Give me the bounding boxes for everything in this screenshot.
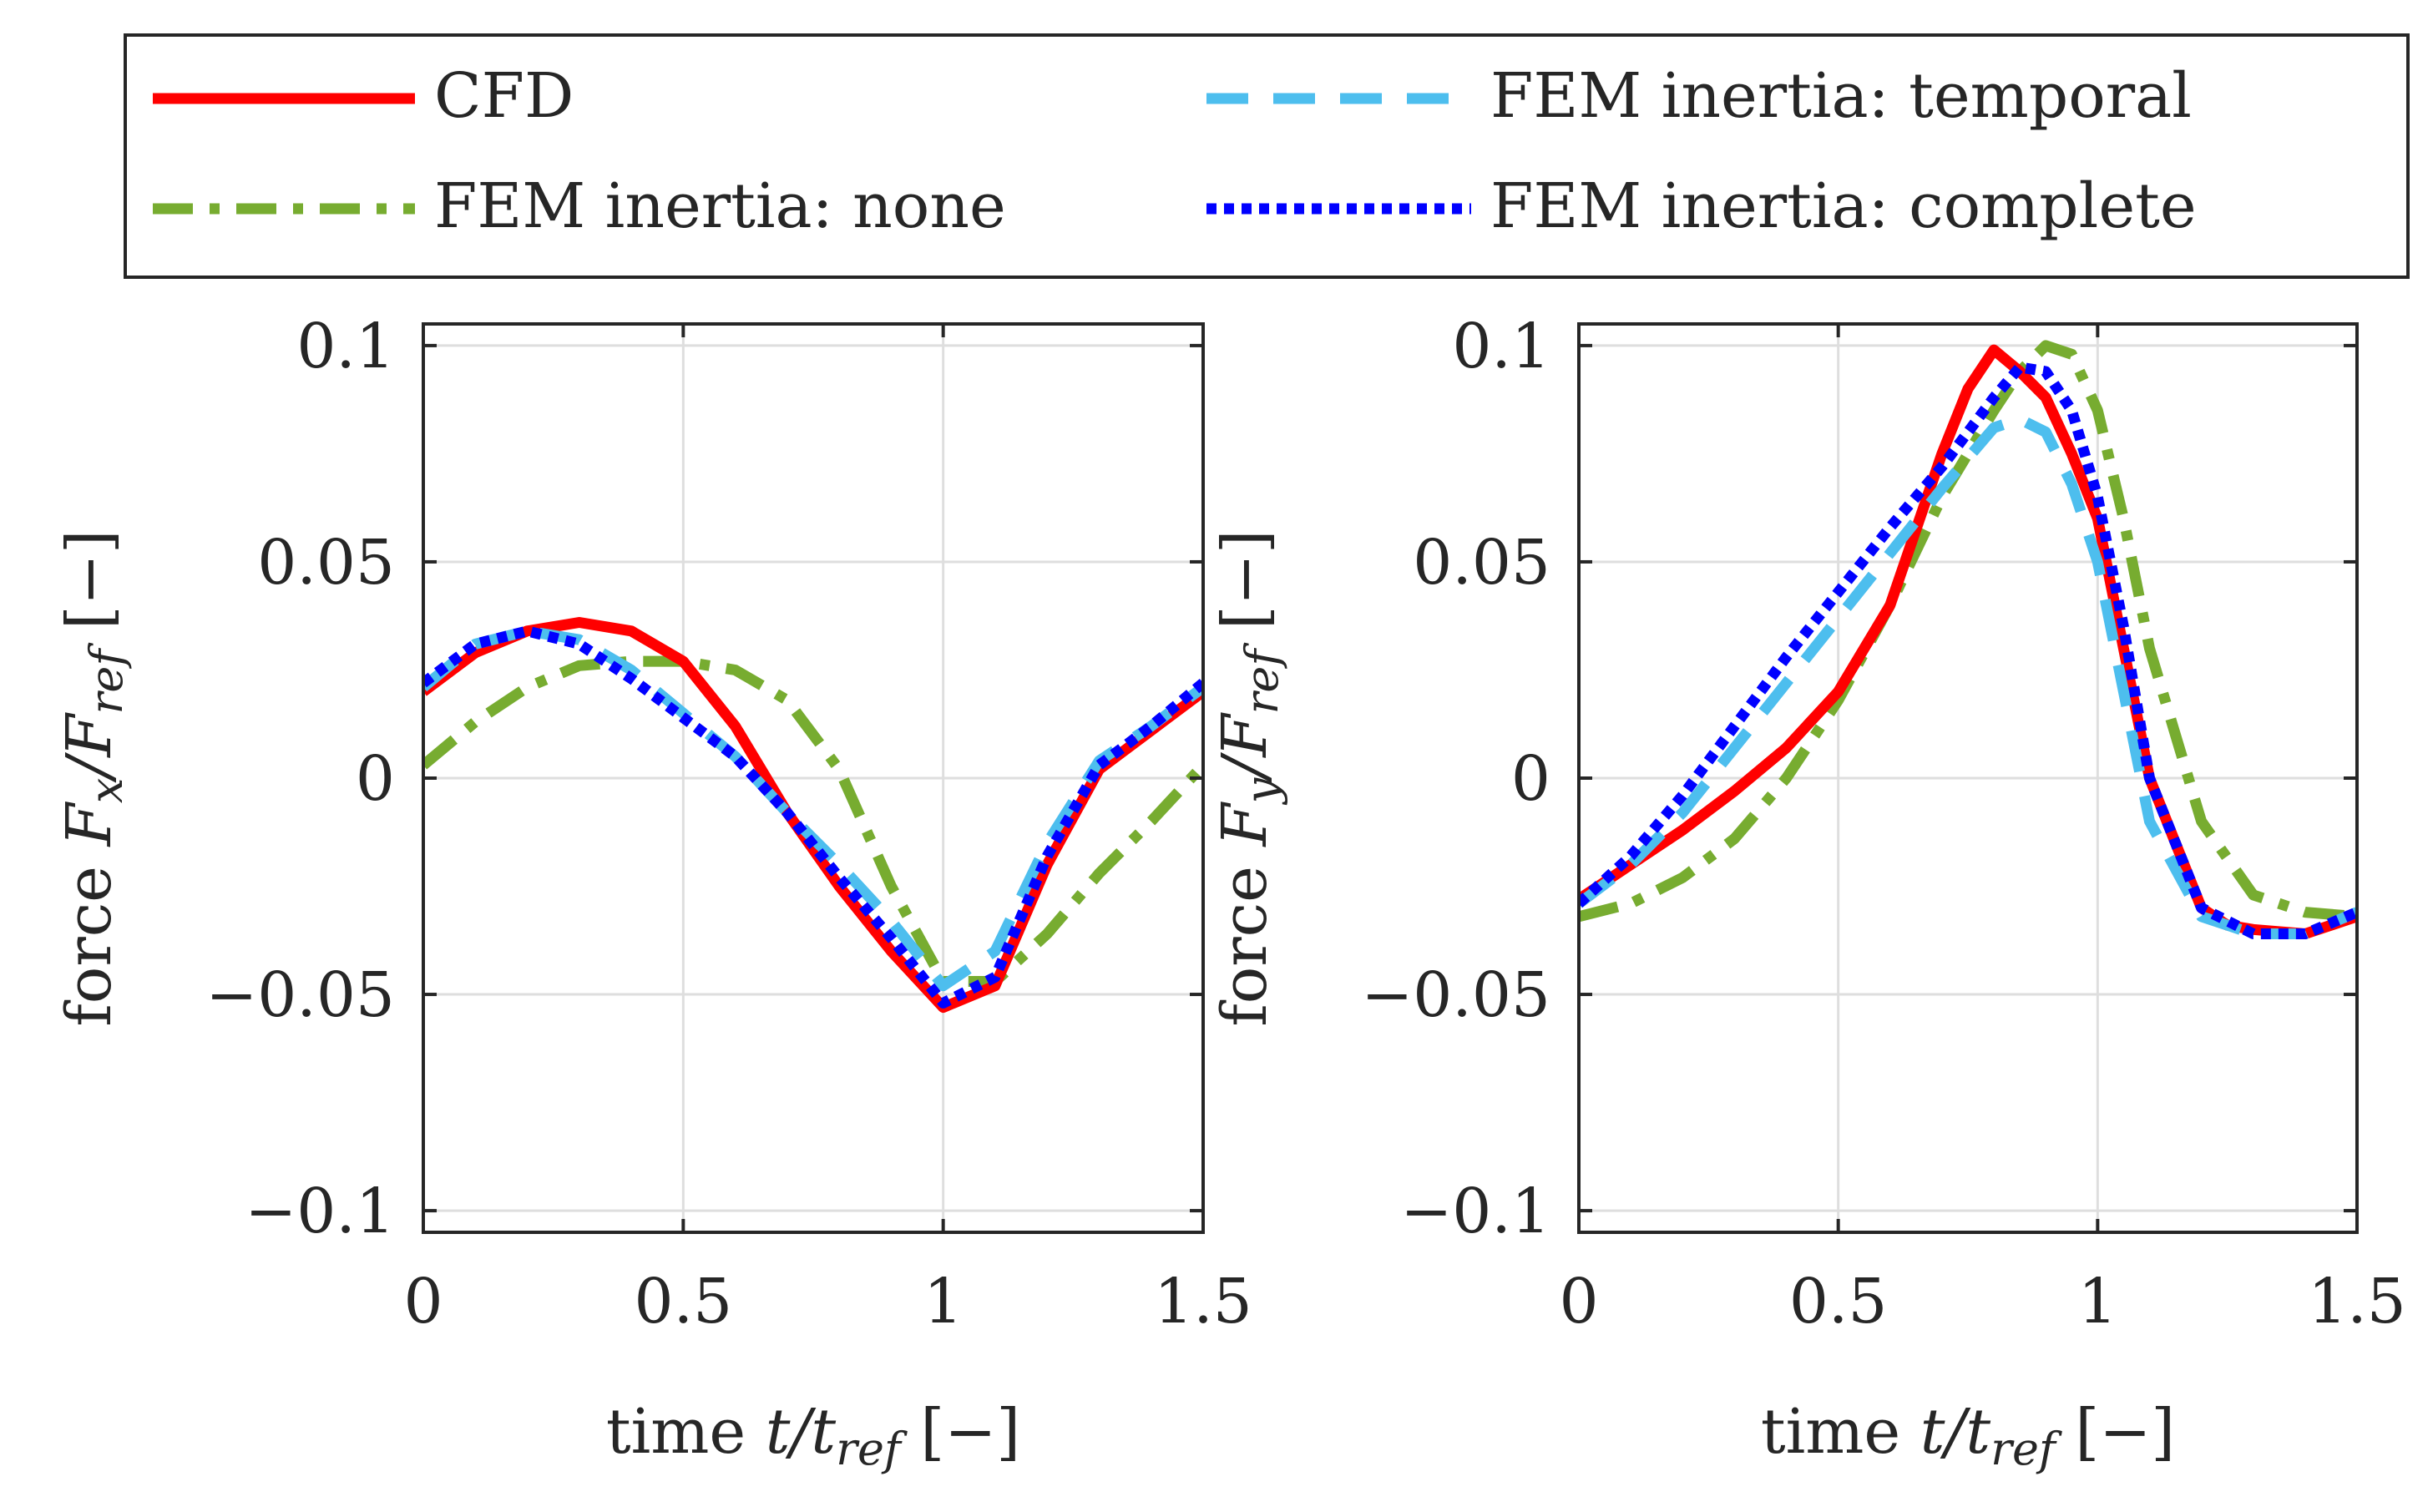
fy-xlabel-main: time xyxy=(1761,1396,1920,1468)
fx-y-tick-label: −0.1 xyxy=(245,1176,395,1247)
fy-ylabel-unit: [−] xyxy=(1209,529,1281,649)
fx-series-fem-inertia-complete xyxy=(423,625,1203,1009)
fx-xlabel-sub: ref xyxy=(836,1423,908,1475)
fy-xlabel-sub: ref xyxy=(1990,1423,2062,1475)
fx-x-tick-label: 0 xyxy=(403,1266,443,1338)
legend-label-temporal: FEM inertia: temporal xyxy=(1490,60,2192,132)
fy-ylabel-sub2: ref xyxy=(1236,643,1288,715)
fy-ylabel-main: force xyxy=(1209,847,1281,1027)
fy-x-tick-label: 1.5 xyxy=(2308,1266,2406,1338)
fy-ylabel-var2: /F xyxy=(1209,712,1281,783)
fx-x-axis-label: time t/tref [−] xyxy=(606,1396,1020,1475)
fy-xlabel-unit: [−] xyxy=(2056,1396,2175,1468)
fx-ylabel-main: force xyxy=(53,847,125,1027)
fy-series-fem-inertia-complete xyxy=(1579,362,2357,939)
legend-label-none: FEM inertia: none xyxy=(434,170,1006,242)
fy-ticks xyxy=(1577,324,2359,1232)
fx-ylabel-unit: [−] xyxy=(53,529,125,649)
fy-y-tick-label: 0.05 xyxy=(1413,527,1550,599)
fx-x-tick-label: 1.5 xyxy=(1154,1266,1252,1338)
fx-ylabel-var2: /F xyxy=(53,712,125,783)
legend-box xyxy=(124,33,2410,279)
fy-x-tick-labels: 0 0.5 1 1.5 xyxy=(1559,1266,2405,1338)
fx-y-tick-label: 0.05 xyxy=(257,527,395,599)
legend-label-complete: FEM inertia: complete xyxy=(1490,170,2197,242)
fy-y-axis-label: force Fy/Fref [−] xyxy=(1209,529,1288,1026)
fx-ylabel-sub2: ref xyxy=(80,643,133,715)
fy-x-axis-label: time t/tref [−] xyxy=(1761,1396,2175,1475)
fy-y-tick-label: −0.1 xyxy=(1400,1176,1550,1247)
fx-xlabel-main: time xyxy=(606,1396,766,1468)
fy-ylabel-varsub: y xyxy=(1236,776,1288,805)
fx-y-tick-label: 0 xyxy=(356,743,395,815)
fx-series-group xyxy=(423,617,1203,1014)
fy-series-fem-inertia-temporal xyxy=(1579,413,2357,939)
fx-series-fem-inertia-none xyxy=(423,655,1203,987)
fy-xlabel-var: t/t xyxy=(1920,1396,1991,1468)
fx-series-cfd xyxy=(423,617,1203,1014)
fx-x-tick-label: 0.5 xyxy=(634,1266,732,1338)
fx-xlabel-unit: [−] xyxy=(901,1396,1020,1468)
fx-y-tick-label: 0.1 xyxy=(296,311,395,382)
fx-x-tick-labels: 0 0.5 1 1.5 xyxy=(403,1266,1252,1338)
fy-y-tick-label: 0 xyxy=(1511,743,1550,815)
fy-x-tick-label: 0.5 xyxy=(1789,1266,1888,1338)
fx-y-tick-label: −0.05 xyxy=(205,959,395,1031)
legend-label-cfd: CFD xyxy=(434,60,574,132)
fx-ylabel-varsub: x xyxy=(80,778,133,803)
fy-ylabel-var: F xyxy=(1209,802,1281,848)
fx-y-tick-labels: −0.1 −0.05 0 0.05 0.1 xyxy=(205,311,395,1247)
fy-x-tick-label: 0 xyxy=(1559,1266,1598,1338)
fy-series-group xyxy=(1579,340,2357,939)
legend: CFD FEM inertia: temporal FEM inertia: n… xyxy=(124,33,2410,279)
fy-y-tick-label: 0.1 xyxy=(1452,311,1550,382)
fy-y-tick-label: −0.05 xyxy=(1361,959,1550,1031)
fx-xlabel-var: t/t xyxy=(766,1396,837,1468)
fy-y-tick-labels: −0.1 −0.05 0 0.05 0.1 xyxy=(1361,311,1550,1247)
fx-ticks xyxy=(422,324,1205,1232)
fx-ylabel-var: F xyxy=(53,802,125,848)
fy-x-tick-label: 1 xyxy=(2078,1266,2117,1338)
fx-x-tick-label: 1 xyxy=(923,1266,963,1338)
fx-y-axis-label: force Fx/Fref [−] xyxy=(53,529,133,1026)
